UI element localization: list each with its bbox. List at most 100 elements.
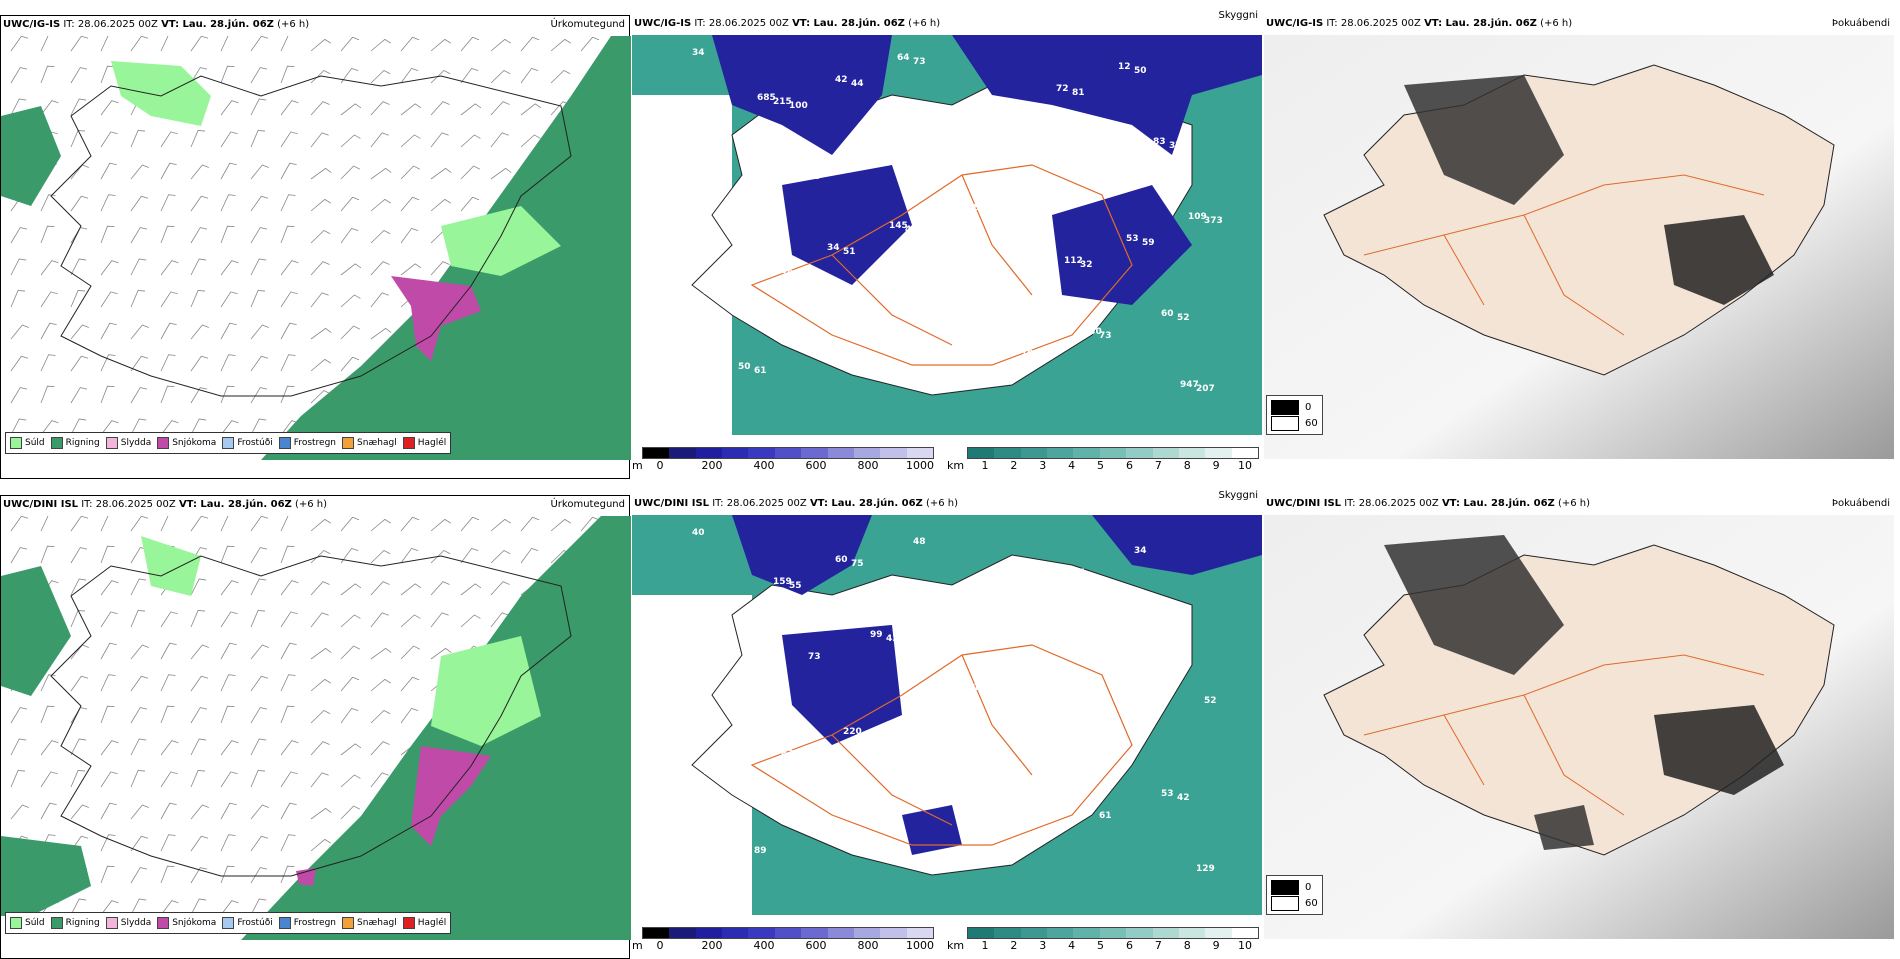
legend-swatch xyxy=(278,917,291,929)
fog-legend: 0 60 xyxy=(1266,395,1323,435)
roads xyxy=(1363,654,1765,816)
cloud-base-label: 42 xyxy=(905,705,918,715)
fog-legend-swatch xyxy=(1271,895,1299,911)
wind-barb xyxy=(100,194,116,212)
wind-barb xyxy=(70,418,87,436)
fog-patch-east xyxy=(1664,215,1774,305)
cloudbase-colorbar: m 0 200 400 600 800 1000 xyxy=(632,927,934,957)
wind-barb xyxy=(250,675,269,692)
wind-barb xyxy=(310,710,331,724)
cloud-base-label: 83 xyxy=(765,265,778,275)
wind-barb xyxy=(280,834,296,852)
wind-barb xyxy=(520,36,540,52)
panel-title: UWC/DINI ISL IT: 28.06.2025 00Z VT: Lau.… xyxy=(634,498,959,509)
wind-barb xyxy=(460,547,479,564)
fog-patch-north xyxy=(1404,75,1564,205)
legend-swatch xyxy=(222,437,235,449)
wind-barb xyxy=(70,324,90,340)
cloud-base-label: 65 xyxy=(1142,718,1155,728)
wind-barb xyxy=(220,516,229,532)
wind-barb xyxy=(160,322,177,340)
wind-barb xyxy=(340,583,362,596)
wind-barb xyxy=(160,516,169,532)
visibility-map: 34 100 123 113 32 52 61 44 69 32 59 283 47 73 60 40 373 3… xyxy=(632,35,1262,435)
wind-barb xyxy=(430,70,451,84)
cloud-base-label: 228 xyxy=(983,687,1002,697)
wind-barb xyxy=(370,230,391,244)
wind-barb xyxy=(190,290,206,308)
wind-barb xyxy=(100,131,118,148)
wind-barb xyxy=(130,387,148,404)
wind-barb xyxy=(70,290,86,308)
cloud-base-label: 430 xyxy=(1083,327,1102,337)
wind-barb xyxy=(250,130,266,148)
wind-barb xyxy=(490,70,511,84)
wind-barb xyxy=(490,132,509,148)
legend-swatch xyxy=(402,917,415,929)
wind-barb xyxy=(220,674,236,692)
wind-barb xyxy=(250,804,270,820)
panel-title: UWC/DINI ISL IT: 28.06.2025 00Z VT: Lau.… xyxy=(3,499,328,510)
wind-barb xyxy=(10,355,29,372)
fog-legend-swatch xyxy=(1271,879,1299,895)
wind-barb xyxy=(250,290,266,308)
cloud-base-label: 48 xyxy=(746,194,759,204)
cloud-base-label: 42 xyxy=(835,75,848,85)
wind-barb xyxy=(100,322,117,340)
wind-barb xyxy=(460,165,480,180)
wind-barb xyxy=(310,132,329,148)
cloud-base-label: 56 xyxy=(816,824,829,834)
wind-barb xyxy=(310,230,331,244)
wind-barb xyxy=(10,387,28,404)
legend-item: Slydda xyxy=(105,437,151,449)
cloud-base-label: 75 xyxy=(851,559,864,569)
legend-item: Rigning xyxy=(50,437,100,449)
cloud-base-label: 220 xyxy=(843,727,862,737)
cloud-base-label: 100 xyxy=(789,101,808,111)
panel-title: UWC/DINI ISL IT: 28.06.2025 00Z VT: Lau.… xyxy=(1266,498,1591,509)
wind-barb xyxy=(40,194,56,212)
wind-barb xyxy=(220,354,236,372)
cloud-base-label: 38 xyxy=(719,771,732,781)
wind-barb xyxy=(280,642,297,660)
cloud-base-label: 79 xyxy=(994,106,1007,116)
wind-barb xyxy=(100,162,117,180)
wind-barb xyxy=(370,647,392,660)
wind-barb xyxy=(190,675,209,692)
wind-barb xyxy=(580,36,600,52)
wind-barb xyxy=(400,707,419,724)
precip-map: Súld Rigning Slydda Snjókoma Frostúði Fr… xyxy=(1,516,631,940)
wind-barb xyxy=(370,70,391,84)
precip-map: Súld Rigning Slydda Snjókoma Frostúði Fr… xyxy=(1,36,631,460)
cloud-base-label: 55 xyxy=(789,581,802,591)
cloud-base-label: 60 xyxy=(835,555,848,565)
wind-barb xyxy=(40,385,55,404)
wind-barb xyxy=(280,65,295,84)
wind-barb xyxy=(10,324,30,340)
cloud-base-label: 50 xyxy=(1091,159,1104,169)
cloud-base-label: 53 xyxy=(711,599,724,609)
wind-barb xyxy=(220,291,238,308)
wind-barb xyxy=(280,705,295,724)
colorbar-tick: 9 xyxy=(1212,459,1220,472)
wind-barb xyxy=(310,101,330,116)
wind-barb xyxy=(280,580,299,596)
wind-barb xyxy=(160,385,175,404)
wind-barb xyxy=(250,324,270,340)
wind-barb xyxy=(160,291,178,308)
colorbar-tick: 1000 xyxy=(906,939,934,952)
colorbar-tick: 4 xyxy=(1068,459,1076,472)
wind-barb xyxy=(400,165,420,180)
wind-barb xyxy=(220,642,237,660)
colorbar-tick: 8 xyxy=(1183,939,1191,952)
cloud-base-label: 45 xyxy=(1064,736,1077,746)
wind-barb xyxy=(130,898,147,916)
wind-barb xyxy=(100,385,115,404)
panel-kind-label: Þokuábendi xyxy=(1831,498,1890,509)
cloud-base-label: 113 xyxy=(983,207,1002,217)
cloud-base-label: 45 xyxy=(975,375,988,385)
legend-swatch xyxy=(157,917,170,929)
cloud-base-label: 60 xyxy=(1010,110,1023,120)
wind-barb xyxy=(190,770,206,788)
wind-barb xyxy=(280,291,298,308)
